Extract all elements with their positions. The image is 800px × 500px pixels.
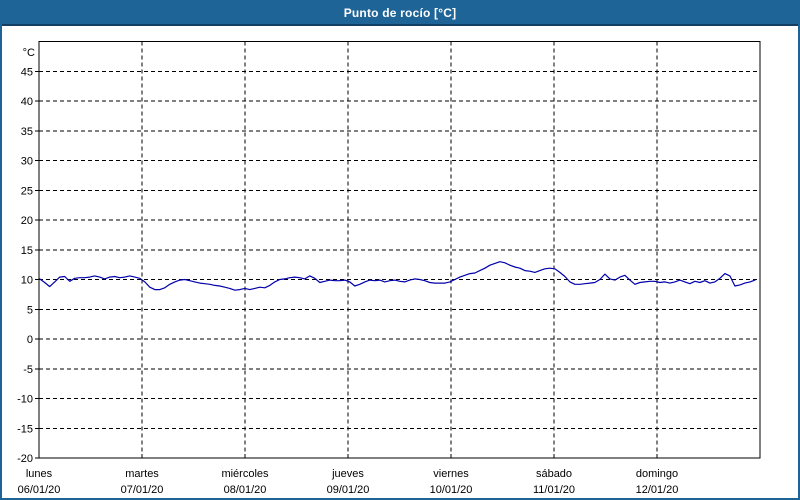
- day-name-label: sábado: [536, 468, 572, 480]
- y-axis-tick-label: 25: [21, 185, 33, 197]
- day-name-label: miércoles: [221, 468, 269, 480]
- y-axis-tick-label: 10: [21, 275, 33, 287]
- day-date-label: 07/01/20: [121, 484, 164, 496]
- day-date-label: 10/01/20: [430, 484, 473, 496]
- day-date-label: 09/01/20: [327, 484, 370, 496]
- day-name-label: domingo: [636, 468, 678, 480]
- plot-frame: [38, 41, 761, 459]
- day-name-label: martes: [125, 468, 159, 480]
- chart-area: 45 40 35 30 25 20 15 10 5 0 -5 -10 -15 -20 °C lunes 06/0…: [2, 26, 798, 498]
- day-date-label: 12/01/20: [636, 484, 679, 496]
- y-axis-unit-label: °C: [23, 47, 35, 59]
- y-axis-tick-label: 20: [21, 215, 33, 227]
- y-axis-tick-label: 0: [27, 334, 33, 346]
- y-axis-tick-label: 5: [27, 304, 33, 316]
- day-date-label: 11/01/20: [533, 484, 575, 496]
- y-axis-tick-label: 45: [21, 66, 33, 78]
- y-axis-tick-label: -5: [23, 364, 33, 376]
- y-axis-tick-label: 35: [21, 126, 33, 138]
- y-axis-tick-label: 30: [21, 156, 33, 168]
- chart-title: Punto de rocío [°C]: [343, 6, 457, 20]
- y-axis-tick-label: -10: [17, 394, 33, 406]
- day-date-label: 08/01/20: [224, 484, 267, 496]
- day-name-label: viernes: [433, 468, 469, 480]
- y-axis-tick-label: 40: [21, 96, 33, 108]
- title-bar: Punto de rocío [°C]: [2, 2, 798, 26]
- day-name-label: lunes: [26, 468, 53, 480]
- dewpoint-series-line: [39, 261, 756, 291]
- dewpoint-chart: 45 40 35 30 25 20 15 10 5 0 -5 -10 -15 -20 °C lunes 06/0…: [17, 41, 761, 496]
- day-name-label: jueves: [331, 468, 364, 480]
- y-axis-tick-label: -20: [17, 453, 33, 465]
- y-axis-tick-label: 15: [21, 245, 33, 257]
- day-date-label: 06/01/20: [18, 484, 61, 496]
- y-axis-tick-label: -15: [17, 423, 33, 435]
